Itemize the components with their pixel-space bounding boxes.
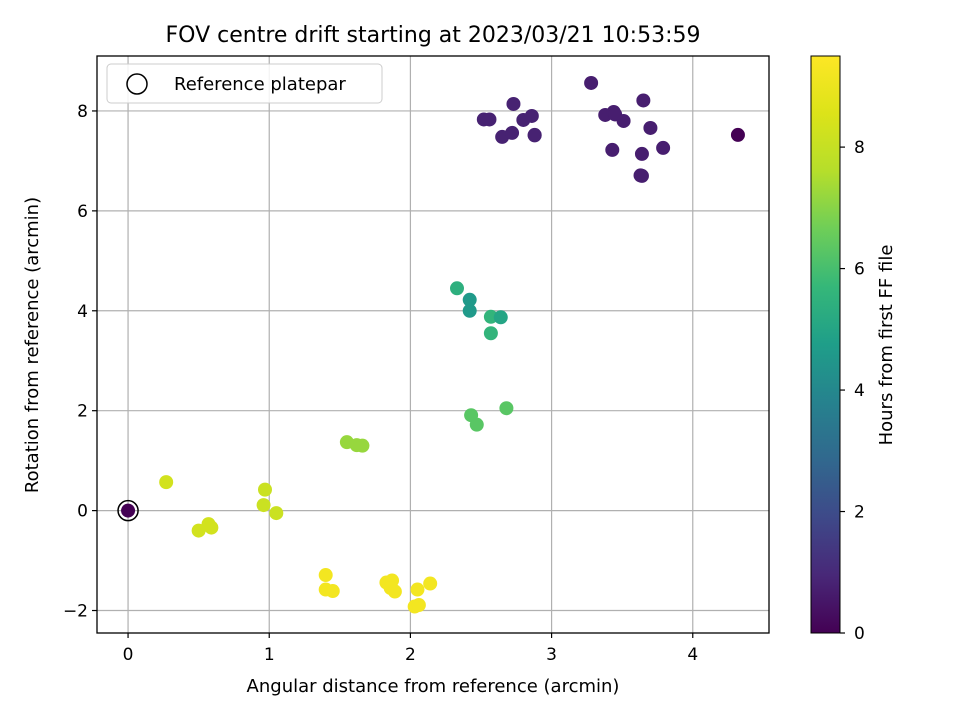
data-point: [462, 292, 477, 307]
colorbar-tick-label: 2: [854, 503, 865, 523]
colorbar-gradient: [810, 55, 841, 634]
data-point: [483, 309, 498, 324]
data-point: [121, 503, 136, 518]
data-point: [469, 417, 484, 432]
x-tick-label: 4: [687, 645, 698, 665]
x-axis-label: Angular distance from reference (arcmin): [247, 676, 620, 697]
data-point: [411, 598, 426, 613]
x-tick-label: 3: [546, 645, 557, 665]
data-point: [191, 523, 206, 538]
legend-box: [106, 63, 383, 104]
data-point: [616, 113, 631, 128]
y-axis-label: Rotation from reference (arcmin): [22, 197, 43, 493]
data-point: [505, 125, 520, 140]
data-point: [256, 498, 271, 513]
data-point: [636, 93, 651, 108]
y-tick-label: 6: [77, 202, 88, 222]
legend-marker: [126, 73, 148, 95]
y-axis: −2 0 2 4 6 8: [63, 102, 97, 622]
data-point: [325, 584, 340, 599]
chart-title: FOV centre drift starting at 2023/03/21 …: [166, 23, 701, 48]
data-point: [506, 96, 521, 111]
data-points: [117, 75, 745, 614]
y-tick-label: 8: [77, 102, 88, 122]
y-tick-label: 0: [77, 502, 88, 522]
x-tick-label: 0: [123, 645, 134, 665]
colorbar-ticks: 0 2 4 6 8: [840, 138, 865, 644]
plot-frame: [96, 55, 770, 634]
legend-label: Reference platepar: [174, 74, 346, 95]
data-point: [258, 482, 272, 497]
data-point: [643, 120, 658, 135]
data-point: [527, 128, 542, 143]
data-point: [355, 438, 370, 453]
colorbar-tick-label: 0: [854, 624, 865, 644]
reference-marker: [117, 499, 139, 522]
data-point: [499, 401, 514, 416]
data-point: [634, 168, 649, 183]
data-point: [730, 127, 745, 142]
legend: Reference platepar: [106, 63, 383, 104]
grid: [97, 56, 769, 633]
data-point: [482, 112, 497, 127]
colorbar-tick-label: 6: [854, 260, 865, 280]
x-tick-label: 1: [264, 645, 275, 665]
data-point: [318, 568, 333, 583]
y-tick-label: 2: [77, 402, 88, 422]
colorbar: 0 2 4 6 8 Hours from first FF file: [810, 55, 897, 644]
data-point: [269, 506, 284, 521]
x-tick-label: 2: [405, 645, 416, 665]
x-axis: 0 1 2 3 4: [123, 633, 698, 665]
data-point: [450, 281, 464, 296]
data-point: [410, 582, 425, 597]
data-point: [159, 475, 174, 490]
y-tick-label: 4: [77, 302, 88, 322]
colorbar-tick-label: 8: [854, 138, 865, 158]
data-point: [483, 326, 498, 341]
data-point: [387, 584, 402, 599]
data-point: [204, 520, 219, 535]
data-point: [634, 146, 649, 161]
data-point: [656, 140, 671, 155]
colorbar-tick-label: 4: [854, 381, 865, 401]
data-point: [605, 142, 620, 157]
y-tick-label: −2: [63, 602, 88, 622]
data-point: [493, 310, 508, 325]
data-point: [524, 108, 539, 123]
data-point: [462, 303, 477, 318]
data-point: [423, 576, 438, 591]
colorbar-label: Hours from first FF file: [876, 245, 897, 446]
data-point: [584, 75, 599, 90]
